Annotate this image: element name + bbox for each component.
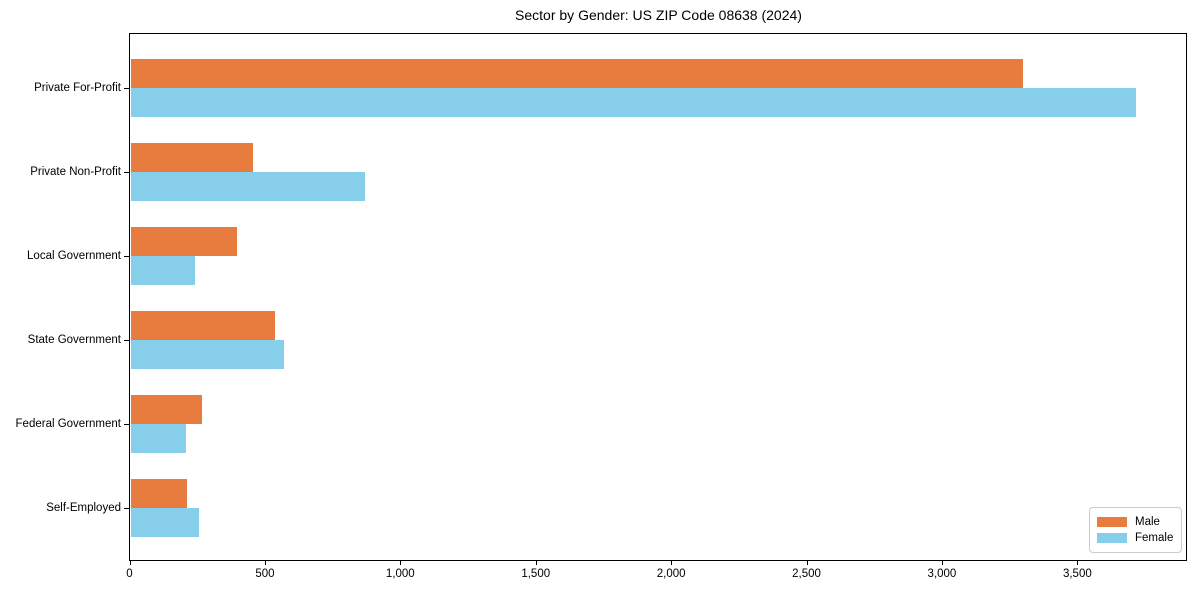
ytick-mark-private-for-profit	[124, 87, 129, 89]
ytick-label-state-government: State Government	[27, 334, 121, 346]
ytick-mark-state-government	[124, 339, 129, 341]
xtick-mark-3000	[941, 560, 943, 565]
xtick-mark-2000	[671, 560, 673, 565]
bar-female-local-government	[130, 256, 195, 285]
xtick-label-2500: 2,500	[792, 568, 821, 580]
bar-male-local-government	[130, 227, 237, 256]
xtick-label-3000: 3,000	[927, 568, 957, 580]
legend-item-male: Male	[1097, 516, 1174, 528]
xtick-label-1500: 1,500	[521, 568, 551, 580]
xtick-mark-2500	[806, 560, 808, 565]
ytick-mark-local-government	[124, 255, 129, 257]
bar-female-private-for-profit	[130, 88, 1137, 117]
ytick-label-local-government: Local Government	[27, 250, 121, 262]
bar-female-state-government	[130, 340, 285, 369]
bar-male-self-employed	[130, 479, 188, 508]
xtick-mark-3500	[1077, 560, 1079, 565]
bar-male-private-for-profit	[130, 59, 1024, 88]
ytick-label-private-non-profit: Private Non-Profit	[30, 166, 121, 178]
legend: Male Female	[1089, 507, 1182, 553]
female-color-swatch	[1097, 533, 1127, 543]
xtick-label-2000: 2,000	[656, 568, 686, 580]
xtick-label-500: 500	[255, 568, 275, 580]
ytick-mark-private-non-profit	[124, 171, 129, 173]
chart-title: Sector by Gender: US ZIP Code 08638 (202…	[515, 7, 802, 23]
legend-label-male: Male	[1135, 516, 1160, 528]
xtick-mark-1500	[535, 560, 537, 565]
ytick-mark-federal-government	[124, 423, 129, 425]
ytick-label-self-employed: Self-Employed	[46, 502, 121, 514]
xtick-label-3500: 3,500	[1062, 568, 1092, 580]
xtick-mark-1000	[400, 560, 402, 565]
xtick-mark-0	[129, 560, 131, 565]
ytick-label-private-for-profit: Private For-Profit	[34, 82, 121, 94]
plot-area	[129, 33, 1187, 561]
ytick-mark-self-employed	[124, 507, 129, 509]
bar-male-private-non-profit	[130, 143, 253, 172]
bar-female-self-employed	[130, 508, 200, 537]
bar-male-state-government	[130, 311, 275, 340]
ytick-label-federal-government: Federal Government	[15, 418, 121, 430]
legend-label-female: Female	[1135, 532, 1174, 544]
bar-female-private-non-profit	[130, 172, 366, 201]
xtick-label-1000: 1,000	[385, 568, 415, 580]
legend-item-female: Female	[1097, 532, 1174, 544]
male-color-swatch	[1097, 517, 1127, 527]
xtick-mark-500	[264, 560, 266, 565]
bar-female-federal-government	[130, 424, 187, 453]
bar-male-federal-government	[130, 395, 203, 424]
xtick-label-0: 0	[126, 568, 133, 580]
